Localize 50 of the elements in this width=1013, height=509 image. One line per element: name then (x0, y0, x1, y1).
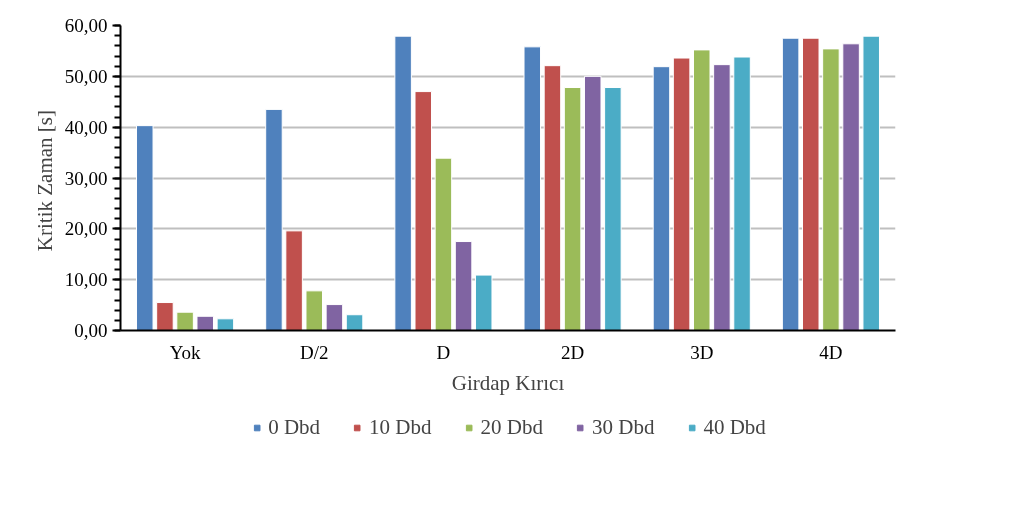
bar (652, 66, 671, 331)
bar (325, 304, 344, 331)
y-tick-label: 10,00 (64, 269, 108, 291)
y-tick-label: 60,00 (64, 15, 108, 36)
bar (604, 87, 622, 331)
bar (692, 49, 711, 331)
bar (196, 315, 214, 331)
bar (563, 87, 582, 331)
bar (156, 302, 174, 331)
bar (583, 75, 602, 331)
y-tick-label: 40,00 (64, 116, 108, 138)
bar (394, 35, 412, 331)
bar (265, 108, 283, 331)
y-tick-label: 50,00 (64, 65, 108, 87)
bar (733, 56, 751, 331)
bar (523, 46, 542, 331)
x-tick-label: 3D (690, 341, 714, 363)
x-tick-label: 2D (560, 341, 585, 363)
legend-label: 10 Dbd (369, 414, 432, 440)
legend-label: 0 Dbd (268, 414, 321, 440)
bar (802, 37, 820, 331)
bar (672, 57, 691, 331)
y-axis-title: Kritik Zaman [s] (32, 110, 57, 252)
bar (136, 125, 154, 331)
bar (176, 311, 194, 331)
bar (454, 241, 473, 331)
x-tick-label: D (436, 341, 451, 363)
bar (345, 314, 364, 331)
x-tick-label: 4D (819, 341, 843, 363)
y-tick-label: 30,00 (64, 167, 108, 189)
y-tick-label: 20,00 (64, 218, 108, 240)
bar (285, 230, 303, 331)
x-axis-title: Girdap Kırıcı (451, 370, 565, 395)
x-tick-label: D/2 (300, 341, 329, 363)
legend-label: 40 Dbd (703, 414, 766, 440)
legend-label: 30 Dbd (591, 414, 655, 440)
bar (414, 91, 433, 331)
bar (543, 65, 562, 331)
y-tick-label: 0,00 (74, 320, 108, 341)
x-tick-label: Yok (169, 341, 201, 363)
bar (305, 290, 324, 331)
bar (781, 37, 800, 331)
bar (822, 48, 840, 331)
bar (216, 318, 235, 331)
legend-label: 20 Dbd (480, 414, 543, 440)
bar (862, 35, 880, 331)
bar (842, 43, 860, 331)
bar (434, 157, 453, 331)
bar (474, 274, 493, 331)
bar (713, 64, 731, 331)
